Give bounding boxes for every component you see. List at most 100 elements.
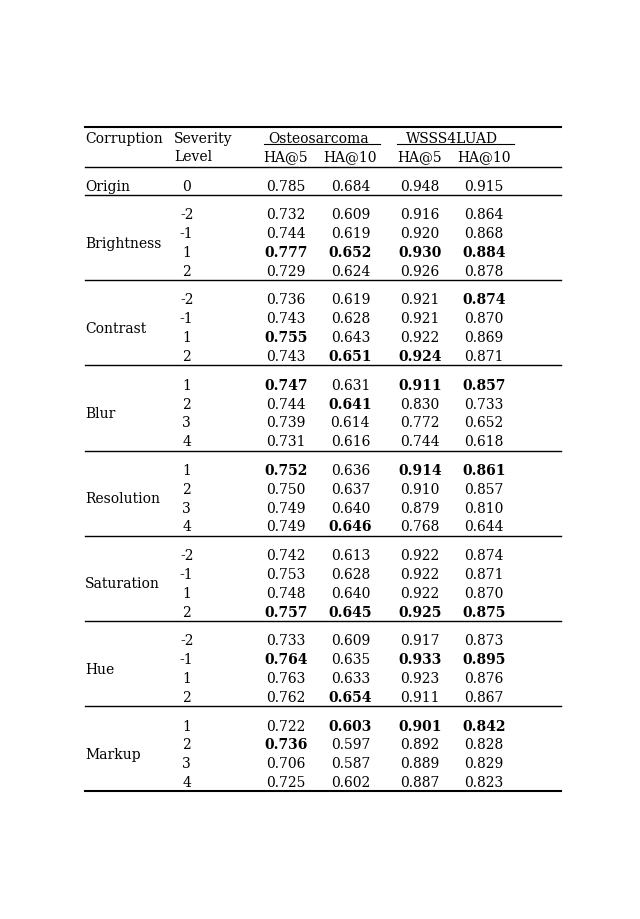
Text: 0.619: 0.619: [331, 293, 370, 307]
Text: 0.829: 0.829: [465, 756, 504, 770]
Text: 0.871: 0.871: [465, 349, 504, 364]
Text: 0.753: 0.753: [266, 567, 305, 582]
Text: 2: 2: [182, 738, 191, 752]
Text: 0.640: 0.640: [331, 586, 370, 600]
Text: 0.772: 0.772: [400, 416, 440, 430]
Text: Severity: Severity: [174, 131, 233, 146]
Text: 0.924: 0.924: [398, 349, 442, 364]
Text: 0.743: 0.743: [266, 349, 305, 364]
Text: HA@5: HA@5: [264, 150, 308, 164]
Text: 2: 2: [182, 690, 191, 704]
Text: 0.861: 0.861: [463, 463, 506, 477]
Text: 0.762: 0.762: [266, 690, 305, 704]
Text: 0.729: 0.729: [266, 265, 305, 278]
Text: 0.878: 0.878: [465, 265, 504, 278]
Text: 0.733: 0.733: [465, 397, 504, 411]
Text: Hue: Hue: [85, 662, 114, 675]
Text: 0.857: 0.857: [463, 379, 506, 392]
Text: 0.597: 0.597: [331, 738, 370, 752]
Text: 0.889: 0.889: [400, 756, 440, 770]
Text: 0.722: 0.722: [266, 719, 305, 732]
Text: 0.640: 0.640: [331, 501, 370, 515]
Text: 0.750: 0.750: [266, 482, 305, 496]
Text: Resolution: Resolution: [85, 492, 160, 505]
Text: 0.887: 0.887: [400, 775, 440, 789]
Text: 0.637: 0.637: [331, 482, 370, 496]
Text: 0.619: 0.619: [331, 227, 370, 241]
Text: 0.933: 0.933: [398, 652, 442, 666]
Text: 0.631: 0.631: [331, 379, 370, 392]
Text: 0.652: 0.652: [328, 245, 372, 260]
Text: 0.628: 0.628: [331, 312, 370, 326]
Text: Level: Level: [174, 150, 212, 164]
Text: 0.725: 0.725: [266, 775, 305, 789]
Text: Origin: Origin: [85, 179, 130, 193]
Text: 0.587: 0.587: [331, 756, 370, 770]
Text: 0.736: 0.736: [266, 293, 305, 307]
Text: -1: -1: [180, 652, 193, 666]
Text: 0.901: 0.901: [398, 719, 442, 732]
Text: 0.742: 0.742: [266, 549, 305, 562]
Text: 0.624: 0.624: [331, 265, 370, 278]
Text: 0.609: 0.609: [331, 208, 370, 222]
Text: 0.613: 0.613: [331, 549, 370, 562]
Text: -2: -2: [180, 633, 193, 648]
Text: 0.736: 0.736: [264, 738, 308, 752]
Text: 0.768: 0.768: [400, 520, 440, 534]
Text: 0.646: 0.646: [328, 520, 372, 534]
Text: -1: -1: [180, 567, 193, 582]
Text: -2: -2: [180, 549, 193, 562]
Text: 0.920: 0.920: [400, 227, 440, 241]
Text: 0.911: 0.911: [398, 379, 442, 392]
Text: 0.636: 0.636: [331, 463, 370, 477]
Text: 0.916: 0.916: [400, 208, 440, 222]
Text: 0.744: 0.744: [400, 435, 440, 448]
Text: 0.628: 0.628: [331, 567, 370, 582]
Text: 0.892: 0.892: [400, 738, 440, 752]
Text: 2: 2: [182, 265, 191, 278]
Text: 0.603: 0.603: [328, 719, 372, 732]
Text: 0.644: 0.644: [465, 520, 504, 534]
Text: -2: -2: [180, 208, 193, 222]
Text: 0.732: 0.732: [266, 208, 305, 222]
Text: 0.870: 0.870: [465, 312, 504, 326]
Text: 0.731: 0.731: [266, 435, 305, 448]
Text: 0.757: 0.757: [264, 605, 308, 618]
Text: 0.828: 0.828: [465, 738, 504, 752]
Text: 3: 3: [182, 756, 191, 770]
Text: 0.602: 0.602: [331, 775, 370, 789]
Text: 0: 0: [182, 179, 191, 193]
Text: 0.635: 0.635: [331, 652, 370, 666]
Text: 0.926: 0.926: [400, 265, 440, 278]
Text: 1: 1: [182, 671, 191, 686]
Text: 0.857: 0.857: [465, 482, 504, 496]
Text: 0.616: 0.616: [331, 435, 370, 448]
Text: 0.652: 0.652: [465, 416, 504, 430]
Text: 0.747: 0.747: [264, 379, 308, 392]
Text: 0.810: 0.810: [465, 501, 504, 515]
Text: 0.830: 0.830: [400, 397, 440, 411]
Text: Saturation: Saturation: [85, 577, 160, 591]
Text: 0.867: 0.867: [465, 690, 504, 704]
Text: 2: 2: [182, 397, 191, 411]
Text: -1: -1: [180, 312, 193, 326]
Text: 0.755: 0.755: [264, 331, 308, 345]
Text: 0.743: 0.743: [266, 312, 305, 326]
Text: 0.633: 0.633: [331, 671, 370, 686]
Text: 0.864: 0.864: [465, 208, 504, 222]
Text: 0.911: 0.911: [400, 690, 440, 704]
Text: 0.764: 0.764: [264, 652, 308, 666]
Text: 0.921: 0.921: [400, 312, 440, 326]
Text: 0.948: 0.948: [400, 179, 440, 193]
Text: 2: 2: [182, 482, 191, 496]
Text: 3: 3: [182, 501, 191, 515]
Text: 0.922: 0.922: [400, 567, 440, 582]
Text: 1: 1: [182, 719, 191, 732]
Text: 0.871: 0.871: [465, 567, 504, 582]
Text: 0.643: 0.643: [331, 331, 370, 345]
Text: 0.884: 0.884: [463, 245, 506, 260]
Text: 2: 2: [182, 605, 191, 618]
Text: 0.922: 0.922: [400, 586, 440, 600]
Text: 0.744: 0.744: [266, 227, 306, 241]
Text: 0.614: 0.614: [331, 416, 370, 430]
